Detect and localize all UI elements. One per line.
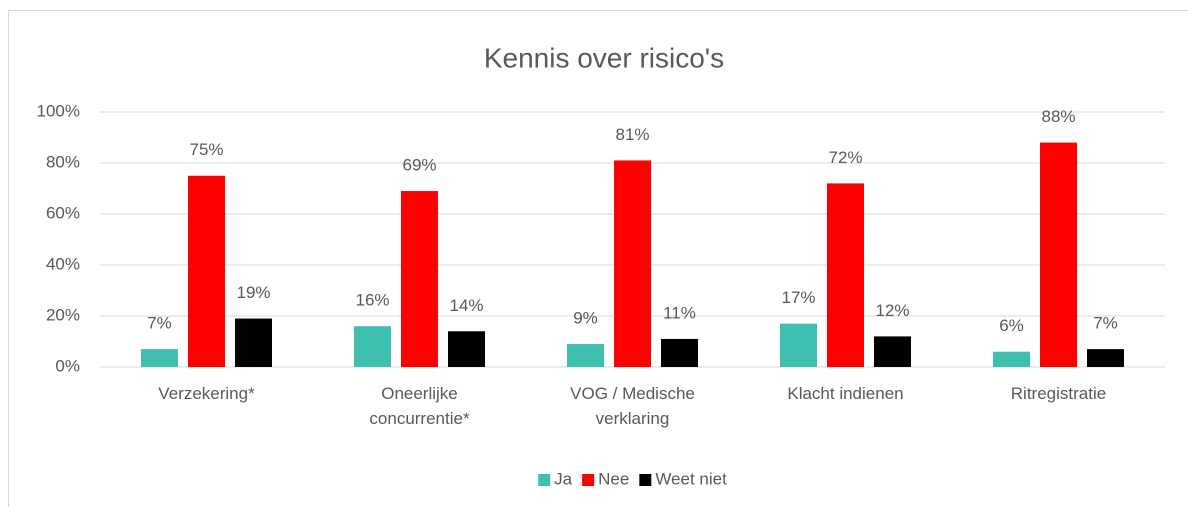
bar bbox=[567, 344, 604, 367]
y-tick-label: 0% bbox=[55, 356, 80, 375]
bar bbox=[827, 183, 864, 367]
bar bbox=[401, 191, 438, 367]
bar bbox=[993, 351, 1030, 367]
data-label: 88% bbox=[1041, 107, 1075, 126]
x-tick-label: Ritregistratie bbox=[1011, 384, 1106, 403]
data-label: 17% bbox=[781, 288, 815, 307]
data-label: 9% bbox=[573, 309, 598, 328]
bar bbox=[1040, 142, 1077, 367]
data-label: 7% bbox=[1093, 314, 1118, 333]
data-label: 11% bbox=[663, 303, 696, 322]
x-tick-label: Klacht indienen bbox=[787, 384, 903, 403]
bar bbox=[614, 160, 651, 367]
x-tick-label: VOG / Medische verklaring bbox=[570, 384, 695, 428]
bar bbox=[141, 349, 178, 367]
y-tick-label: 40% bbox=[46, 254, 80, 273]
bar bbox=[354, 326, 391, 367]
x-tick-label: Verzekering* bbox=[158, 384, 255, 403]
data-label: 69% bbox=[402, 156, 436, 175]
bar bbox=[448, 331, 485, 367]
chart-frame bbox=[8, 10, 1188, 507]
bar bbox=[188, 175, 225, 367]
y-tick-label: 80% bbox=[46, 152, 80, 171]
bar bbox=[874, 336, 911, 367]
data-label: 19% bbox=[236, 283, 270, 302]
data-label: 12% bbox=[875, 301, 909, 320]
legend-swatch bbox=[582, 474, 595, 486]
data-label: 75% bbox=[189, 140, 223, 159]
bar bbox=[1087, 349, 1124, 367]
y-tick-label: 20% bbox=[46, 305, 80, 324]
data-label: 6% bbox=[999, 316, 1024, 335]
bar bbox=[780, 323, 817, 367]
legend-label: Ja bbox=[554, 469, 573, 488]
bar bbox=[235, 318, 272, 367]
data-label: 72% bbox=[828, 148, 862, 167]
chart-title: Kennis over risico's bbox=[484, 42, 724, 73]
y-tick-label: 60% bbox=[46, 203, 80, 222]
data-label: 14% bbox=[449, 296, 483, 315]
data-label: 81% bbox=[615, 125, 649, 144]
legend-label: Weet niet bbox=[655, 469, 727, 488]
data-label: 16% bbox=[355, 291, 389, 310]
legend-label: Nee bbox=[598, 469, 629, 488]
legend-swatch bbox=[639, 474, 652, 486]
y-tick-label: 100% bbox=[37, 101, 80, 120]
bar bbox=[661, 338, 698, 367]
legend-swatch bbox=[538, 474, 551, 486]
data-label: 7% bbox=[147, 314, 172, 333]
x-tick-label: Oneerlijke concurrentie* bbox=[369, 384, 470, 428]
